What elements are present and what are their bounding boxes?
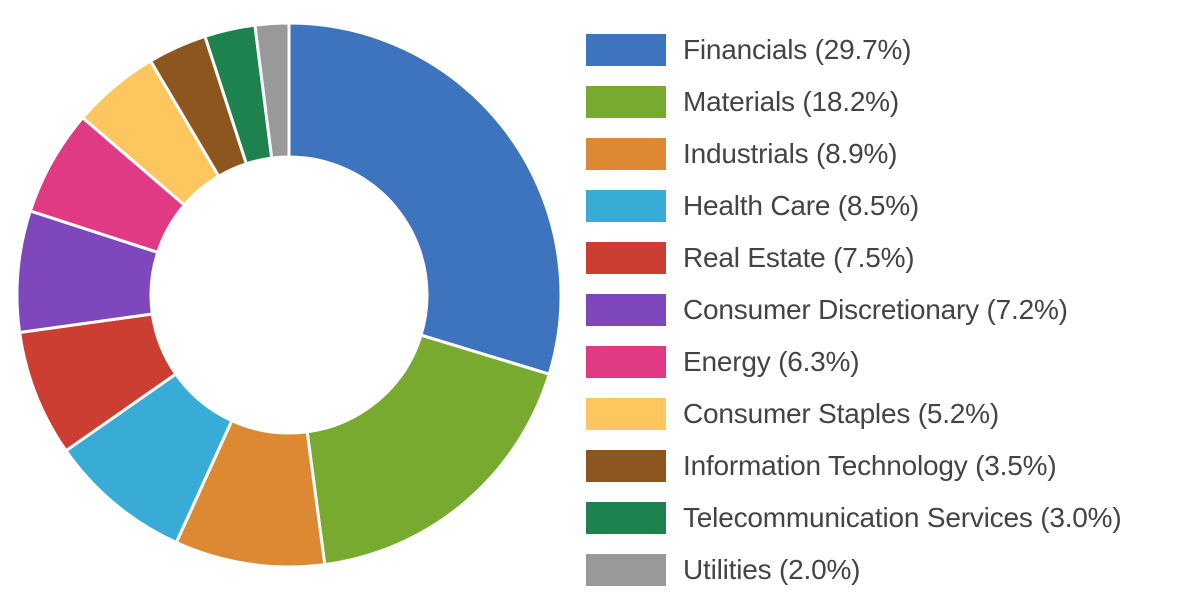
legend-label: Materials (18.2%) <box>683 86 900 117</box>
legend-swatch <box>586 138 666 170</box>
legend-item-consumer-discretionary[interactable]: Consumer Discretionary (7.2%) <box>586 284 1121 336</box>
legend-swatch <box>586 34 666 66</box>
legend-item-real-estate[interactable]: Real Estate (7.5%) <box>586 232 1121 284</box>
legend-label: Utilities (2.0%) <box>683 554 861 585</box>
legend-item-consumer-staples[interactable]: Consumer Staples (5.2%) <box>586 388 1121 440</box>
donut-slice-financials[interactable] <box>287 21 563 377</box>
legend-label: Health Care (8.5%) <box>683 190 920 221</box>
legend-swatch <box>586 86 666 118</box>
donut-slice-utilities[interactable] <box>253 21 291 160</box>
legend-label: Real Estate (7.5%) <box>683 242 915 273</box>
legend-item-industrials[interactable]: Industrials (8.9%) <box>586 128 1121 180</box>
legend-swatch <box>586 450 666 482</box>
legend-label: Financials (29.7%) <box>683 34 912 65</box>
legend-item-information-technology[interactable]: Information Technology (3.5%) <box>586 440 1121 492</box>
legend-label: Information Technology (3.5%) <box>683 450 1057 481</box>
legend-item-materials[interactable]: Materials (18.2%) <box>586 76 1121 128</box>
legend-label: Energy (6.3%) <box>683 346 860 377</box>
donut-chart <box>15 21 563 569</box>
legend-item-health-care[interactable]: Health Care (8.5%) <box>586 180 1121 232</box>
legend-swatch <box>586 346 666 378</box>
legend-swatch <box>586 502 666 534</box>
legend-swatch <box>586 554 666 586</box>
donut-slice-materials[interactable] <box>305 333 552 567</box>
legend-swatch <box>586 294 666 326</box>
legend-item-telecommunication-services[interactable]: Telecommunication Services (3.0%) <box>586 492 1122 544</box>
legend-label: Consumer Staples (5.2%) <box>683 398 999 429</box>
chart-legend: Financials (29.7%) Materials (18.2%) Ind… <box>586 24 1122 596</box>
legend-label: Telecommunication Services (3.0%) <box>683 502 1122 533</box>
legend-item-financials[interactable]: Financials (29.7%) <box>586 24 1121 76</box>
legend-item-energy[interactable]: Energy (6.3%) <box>586 336 1121 388</box>
legend-label: Industrials (8.9%) <box>683 138 898 169</box>
legend-swatch <box>586 242 666 274</box>
legend-swatch <box>586 398 666 430</box>
legend-swatch <box>586 190 666 222</box>
legend-item-utilities[interactable]: Utilities (2.0%) <box>586 544 1121 596</box>
legend-label: Consumer Discretionary (7.2%) <box>683 294 1068 325</box>
